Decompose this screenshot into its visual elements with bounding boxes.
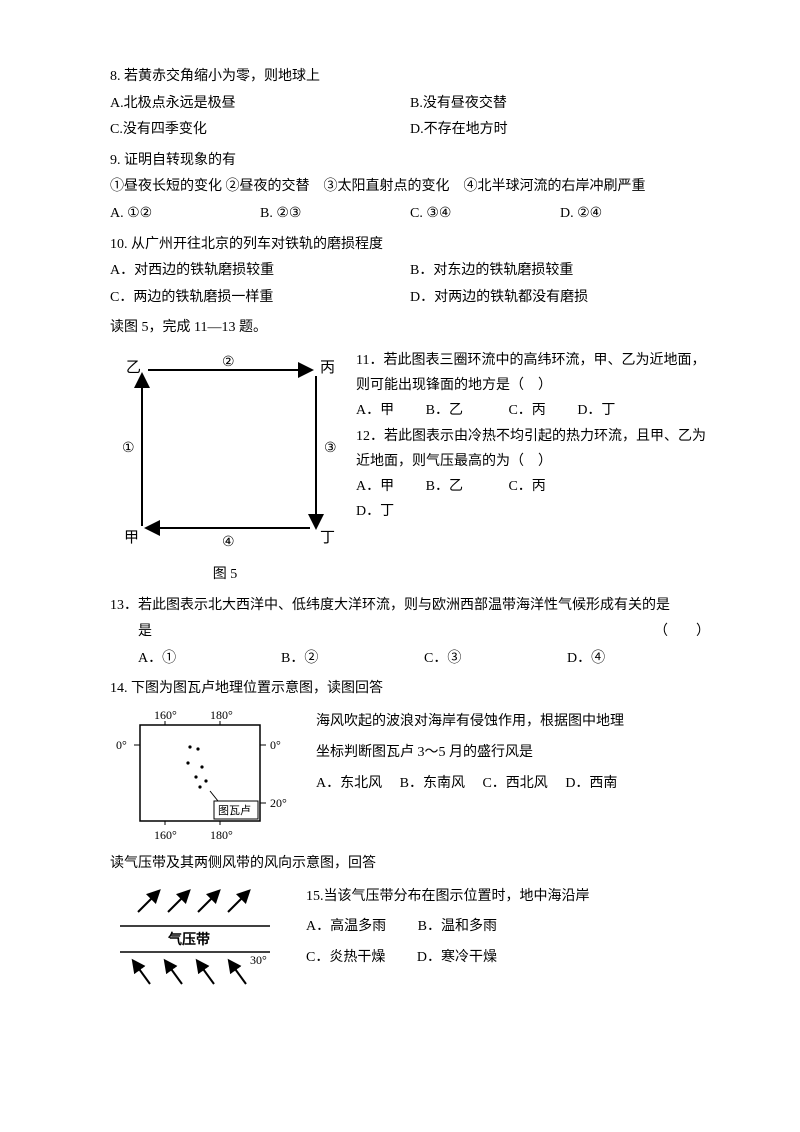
- q8-opt-b: B.没有昼夜交替: [410, 91, 710, 118]
- q11-stem: 11．若此图表三圈环流中的高纬环流，甲、乙为近地面，则可能出现锋面的地方是（ ）: [356, 348, 710, 398]
- q9-opt-d: D. ②④: [560, 201, 710, 228]
- q11-options: A．甲 B．乙 C．丙 D．丁: [356, 398, 710, 423]
- fig5-svg: 乙 丙 甲 丁 ② ③ ④ ①: [110, 348, 340, 558]
- q15-opt-c: C．炎热干燥: [306, 950, 385, 965]
- q8-opt-c: C.没有四季变化: [110, 117, 410, 144]
- fig5-edge-left: ①: [122, 441, 135, 456]
- q15-options-row2: C．炎热干燥 D．寒冷干燥: [306, 943, 710, 974]
- svg-text:0°: 0°: [116, 738, 127, 752]
- question-13: 13．若此图表示北大西洋中、低纬度大洋环流，则与欧洲西部温带海洋性气候形成有关的…: [110, 593, 710, 673]
- question-8: 8. 若黄赤交角缩小为零，则地球上 A.北极点永远是极昼 B.没有昼夜交替 C.…: [110, 64, 710, 144]
- q15-opt-a: A．高温多雨: [306, 919, 386, 934]
- fig5-node-tl: 乙: [126, 360, 141, 376]
- q15-opt-b: B．温和多雨: [418, 919, 497, 934]
- q10-opt-c: C．两边的铁轨磨损一样重: [110, 285, 410, 312]
- svg-text:160°: 160°: [154, 828, 177, 842]
- q9-items: ①昼夜长短的变化 ②昼夜的交替 ③太阳直射点的变化 ④北半球河流的右岸冲刷严重: [110, 174, 710, 201]
- belt-label: 气压带: [167, 931, 210, 948]
- q10-opt-a: A．对西边的铁轨磨损较重: [110, 258, 410, 285]
- q13-opt-d: D．④: [567, 646, 710, 673]
- q13-is: 是: [138, 619, 654, 646]
- fig5-node-tr: 丙: [320, 360, 335, 376]
- q10-stem: 10. 从广州开往北京的列车对铁轨的磨损程度: [110, 232, 710, 259]
- q12-opt-c: C．丙: [508, 479, 545, 494]
- q15-opt-d: D．寒冷干燥: [417, 950, 497, 965]
- fig5-edge-bottom: ④: [222, 535, 235, 550]
- lat-label: 30°: [250, 953, 267, 967]
- q14-map: 160° 180° 160° 180° 0° 20° 0°: [110, 707, 300, 847]
- fig5-node-br: 丁: [320, 530, 335, 546]
- question-15: 气压带 30° 15.当该气压带分布在图示位置时，地中海沿岸 A．高温多雨 B．…: [110, 882, 710, 992]
- svg-text:160°: 160°: [154, 708, 177, 722]
- q14-body1: 海风吹起的波浪对海岸有侵蚀作用，根据图中地理: [316, 707, 710, 738]
- fig5-caption: 读图 5，完成 11—13 题。: [110, 315, 710, 342]
- q8-opt-a: A.北极点永远是极昼: [110, 91, 410, 118]
- q13-options: A．① B．② C．③ D．④: [110, 646, 710, 673]
- q14-opt-c: C．西北风: [482, 776, 547, 791]
- question-10: 10. 从广州开往北京的列车对铁轨的磨损程度 A．对西边的铁轨磨损较重 B．对东…: [110, 232, 710, 312]
- q14-body2: 坐标判断图瓦卢 3～5 月的盛行风是: [316, 738, 710, 769]
- q13-opt-a: A．①: [138, 646, 281, 673]
- svg-text:0°: 0°: [270, 738, 281, 752]
- q10-opt-d: D．对两边的铁轨都没有磨损: [410, 285, 710, 312]
- q8-opt-d: D.不存在地方时: [410, 117, 710, 144]
- q13-opt-b: B．②: [281, 646, 424, 673]
- fig5-node-bl: 甲: [124, 530, 139, 546]
- q13-opt-c: C．③: [424, 646, 567, 673]
- fig5-label: 图 5: [110, 562, 340, 589]
- q14-opt-d: D．西南: [565, 776, 617, 791]
- q8-stem: 8. 若黄赤交角缩小为零，则地球上: [110, 64, 710, 91]
- fig5-edge-top: ②: [222, 355, 235, 370]
- q15-body: 15.当该气压带分布在图示位置时，地中海沿岸 A．高温多雨 B．温和多雨 C．炎…: [306, 882, 710, 974]
- q12-opt-d: D．丁: [356, 504, 394, 519]
- q11-opt-a: A．甲: [356, 403, 394, 418]
- q9-options: A. ①② B. ②③ C. ③④ D. ②④: [110, 201, 710, 228]
- q15-lead: 读气压带及其两侧风带的风向示意图，回答: [110, 851, 710, 878]
- fig5-edge-right: ③: [324, 441, 337, 456]
- q14-options: A．东北风 B．东南风 C．西北风 D．西南: [316, 769, 710, 800]
- q8-options-row1: A.北极点永远是极昼 B.没有昼夜交替: [110, 91, 710, 118]
- question-14: 14. 下图为图瓦卢地理位置示意图，读图回答 160° 180° 160° 18…: [110, 676, 710, 847]
- q11-q12-block: 11．若此图表三圈环流中的高纬环流，甲、乙为近地面，则可能出现锋面的地方是（ ）…: [356, 348, 710, 524]
- q9-opt-c: C. ③④: [410, 201, 560, 228]
- q11-opt-b: B．乙: [426, 403, 463, 418]
- q12-opt-a: A．甲: [356, 479, 394, 494]
- tuvalu-label: 图瓦卢: [218, 804, 251, 817]
- fig5-figure: 乙 丙 甲 丁 ② ③ ④ ① 图 5: [110, 348, 340, 589]
- q8-options-row2: C.没有四季变化 D.不存在地方时: [110, 117, 710, 144]
- q11-opt-c: C．丙: [508, 403, 545, 418]
- q14-opt-a: A．东北风: [316, 776, 382, 791]
- q15-diagram: 气压带 30°: [110, 882, 290, 992]
- q15-svg: 气压带 30°: [110, 882, 290, 992]
- svg-text:180°: 180°: [210, 708, 233, 722]
- q9-opt-a: A. ①②: [110, 201, 260, 228]
- q13-stem: 13．若此图表示北大西洋中、低纬度大洋环流，则与欧洲西部温带海洋性气候形成有关的…: [110, 593, 710, 620]
- fig5-block: 乙 丙 甲 丁 ② ③ ④ ① 图 5 11．若此图表三圈环流中的高纬环流，甲、…: [110, 348, 710, 589]
- q11-opt-d: D．丁: [577, 403, 615, 418]
- svg-text:180°: 180°: [210, 828, 233, 842]
- q15-options-row1: A．高温多雨 B．温和多雨: [306, 912, 710, 943]
- q14-stem: 14. 下图为图瓦卢地理位置示意图，读图回答: [110, 676, 710, 703]
- question-9: 9. 证明自转现象的有 ①昼夜长短的变化 ②昼夜的交替 ③太阳直射点的变化 ④北…: [110, 148, 710, 228]
- q13-paren: （ ）: [654, 619, 710, 646]
- q12-opt-b: B．乙: [426, 479, 463, 494]
- svg-text:20°: 20°: [270, 796, 287, 810]
- q9-opt-b: B. ②③: [260, 201, 410, 228]
- q10-options-row1: A．对西边的铁轨磨损较重 B．对东边的铁轨磨损较重: [110, 258, 710, 285]
- q9-stem: 9. 证明自转现象的有: [110, 148, 710, 175]
- q12-options: A．甲 B．乙 C．丙 D．丁: [356, 474, 710, 524]
- q14-svg: 160° 180° 160° 180° 0° 20° 0°: [110, 707, 300, 847]
- q15-stem: 15.当该气压带分布在图示位置时，地中海沿岸: [306, 882, 710, 913]
- q12-stem: 12．若此图表示由冷热不均引起的热力环流，且甲、乙为近地面，则气压最高的为（ ）: [356, 424, 710, 474]
- q10-options-row2: C．两边的铁轨磨损一样重 D．对两边的铁轨都没有磨损: [110, 285, 710, 312]
- q14-opt-b: B．东南风: [400, 776, 465, 791]
- q10-opt-b: B．对东边的铁轨磨损较重: [410, 258, 710, 285]
- q14-body: 海风吹起的波浪对海岸有侵蚀作用，根据图中地理 坐标判断图瓦卢 3～5 月的盛行风…: [316, 707, 710, 799]
